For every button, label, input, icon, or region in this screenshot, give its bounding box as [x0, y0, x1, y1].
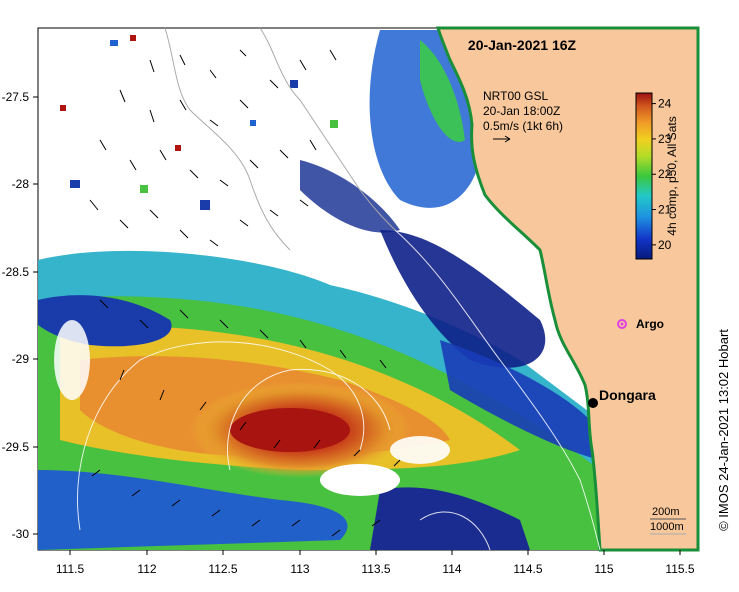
colorbar-ticks: 20 21 22 23 24 [652, 97, 672, 252]
colorbar-label: 4h comp, p50, All Sats [665, 116, 679, 235]
depth-contours [164, 27, 396, 251]
y-tick-label: -29 [12, 352, 30, 366]
argo-float-icon [617, 319, 627, 329]
x-tick-label: 113.5 [361, 562, 390, 576]
current-product: NRT00 GSL [483, 89, 548, 103]
x-tick-label: 111.5 [56, 562, 85, 576]
argo-label: Argo [636, 317, 664, 331]
colorbar-tick-label: 24 [658, 97, 672, 111]
credit-text: © IMOS 24-Jan-2021 13:02 Hobart [716, 329, 731, 531]
x-tick-label: 113 [290, 562, 309, 576]
x-tick-label: 114.5 [513, 562, 542, 576]
x-tick-label: 112.5 [208, 562, 237, 576]
current-time: 20-Jan 18:00Z [483, 104, 560, 118]
dongara-label: Dongara [599, 387, 656, 403]
scale-arrow-icon [493, 135, 511, 143]
depth-legend-200: 200m [652, 506, 680, 518]
x-tick-label: 114 [442, 562, 461, 576]
y-tick-label: -28.5 [2, 265, 30, 279]
isobaths [77, 229, 601, 551]
dongara-marker [588, 398, 598, 408]
current-scale: 0.5m/s (1kt 6h) [483, 119, 563, 133]
y-tick-label: -29.5 [2, 440, 30, 454]
colorbar-tick-label: 20 [658, 238, 672, 252]
x-axis-labels: 111.5 112 112.5 113 113.5 114 114.5 115 … [56, 562, 695, 576]
map-title: 20-Jan-2021 16Z [468, 37, 577, 53]
x-tick-label: 115.5 [665, 562, 694, 576]
colorbar [635, 92, 653, 260]
y-tick-label: -28 [12, 177, 30, 191]
depth-legend-1000: 1000m [650, 521, 684, 533]
colorbar-tick-label: 21 [658, 203, 672, 217]
current-arrows [89, 49, 401, 537]
y-tick-label: -27.5 [2, 90, 30, 104]
axis-ticks [33, 96, 681, 555]
colorbar-tick-label: 22 [658, 167, 672, 181]
x-tick-label: 112 [137, 562, 156, 576]
coastline-land [436, 26, 700, 552]
colorbar-tick-label: 23 [658, 132, 672, 146]
x-tick-label: 115 [594, 562, 613, 576]
y-axis-labels: -27.5 -28 -28.5 -29 -29.5 -30 [2, 90, 30, 541]
y-tick-label: -30 [12, 527, 30, 541]
sst-field [38, 30, 600, 550]
